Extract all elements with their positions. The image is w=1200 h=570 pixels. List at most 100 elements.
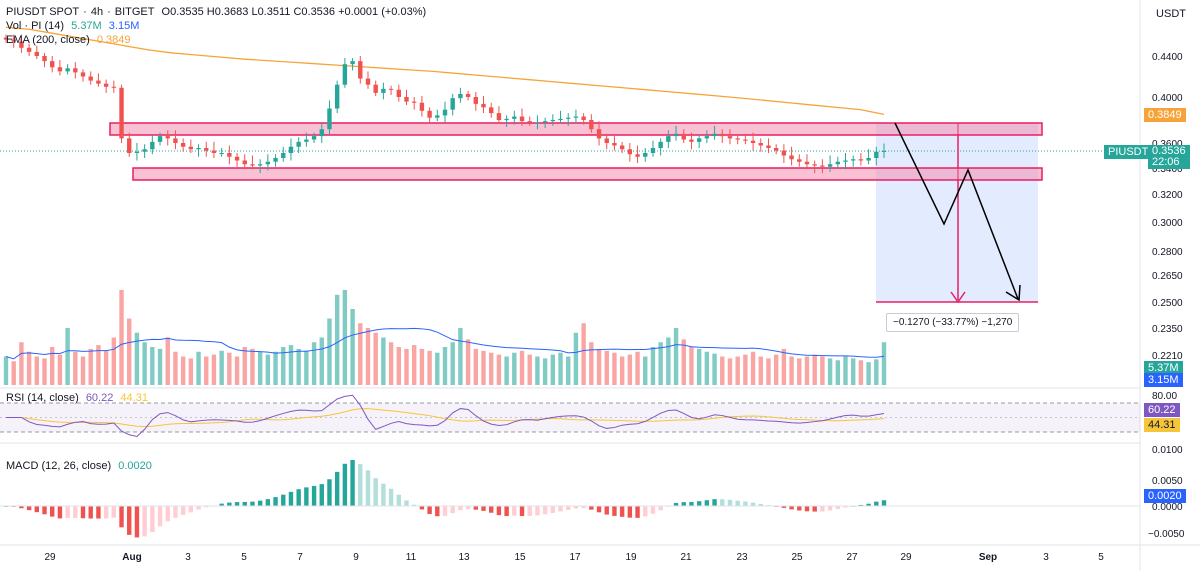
macd-bar — [127, 506, 132, 535]
volume-bar — [566, 356, 571, 385]
volume-bar — [658, 342, 663, 385]
price-badge-countdown: 22:06 — [1152, 156, 1180, 168]
macd-bar — [342, 463, 348, 506]
macd-bar — [227, 502, 232, 506]
candle-body — [681, 133, 686, 140]
interval[interactable]: 4h — [90, 6, 104, 18]
macd-bar — [396, 494, 401, 506]
macd-bar — [689, 502, 694, 506]
macd-bar — [758, 503, 763, 506]
candle-body — [57, 67, 63, 72]
measure-label[interactable]: −0.1270 (−33.77%) −1,270 — [886, 313, 1020, 332]
macd-bar — [827, 506, 833, 511]
price-tick: 0.2650 — [1152, 271, 1183, 282]
ohlc-values: O0.3535 H0.3683 L0.3511 C0.3536 +0.0001 … — [161, 6, 427, 18]
candle-body — [519, 116, 525, 122]
macd-bar — [88, 506, 93, 519]
volume-bar — [111, 337, 117, 385]
candle-body — [465, 93, 471, 97]
price-axis[interactable]: 0.4400 0.4000 0.3600 0.3400 0.3200 0.3000 0.28… — [1152, 52, 1183, 362]
macd-bar — [489, 506, 494, 513]
volume-bar — [458, 328, 463, 385]
time-tick: Aug — [122, 552, 141, 563]
volume-bar — [673, 328, 679, 385]
macd-tick-neg0050: −0.0050 — [1148, 529, 1185, 540]
candle-body — [850, 159, 856, 161]
volume-bar — [73, 351, 78, 385]
resistance-zone[interactable] — [109, 122, 1043, 136]
candle-body — [720, 133, 725, 137]
currency-label[interactable]: USDT — [1156, 8, 1186, 20]
volume-bar — [234, 356, 240, 385]
macd-bar — [797, 506, 802, 511]
macd-value: 0.0020 — [118, 460, 152, 472]
volume-bar — [535, 356, 540, 385]
macd-bar — [157, 506, 163, 527]
rsi-line — [6, 394, 885, 437]
candle-body — [442, 109, 448, 116]
macd-bar — [435, 506, 440, 517]
macd-bar — [242, 501, 247, 506]
macd-bar — [535, 506, 540, 516]
candle-body — [804, 161, 810, 165]
candle-body — [365, 78, 371, 85]
macd-bar — [26, 506, 32, 511]
macd-bar — [188, 506, 194, 513]
time-tick: 9 — [353, 552, 359, 563]
macd-bar — [874, 501, 879, 506]
candle-body — [281, 153, 286, 158]
symbol-name[interactable]: PIUSDT SPOT — [6, 6, 80, 18]
macd-legend[interactable]: MACD (12, 26, close) 0.0020 — [6, 460, 156, 473]
macd-tick-0100: 0.0100 — [1152, 445, 1183, 456]
macd-bar — [550, 506, 556, 513]
candle-body — [489, 107, 494, 114]
projection-box[interactable] — [876, 123, 1038, 302]
candle-body — [504, 118, 509, 120]
ema-label: EMA (200, close) — [6, 34, 90, 46]
volume-bar — [804, 356, 810, 385]
volume-bar — [650, 347, 656, 385]
time-axis[interactable]: 29 Aug 3 5 7 9 11 13 15 17 19 21 23 25 27 29 Sep 3 5 — [44, 552, 1104, 563]
macd-bar — [542, 506, 548, 515]
volume-bar — [204, 356, 209, 385]
volume-bar — [257, 351, 263, 385]
volume-ma-line — [5, 327, 885, 360]
rsi-ma-line — [6, 408, 885, 428]
price-tick: 0.3600 — [1152, 139, 1183, 150]
rsi-ma-badge: 44.31 — [1144, 418, 1180, 432]
ema-legend[interactable]: EMA (200, close) 0.3849 — [6, 34, 134, 47]
candle-body — [88, 76, 93, 81]
volume-bar — [435, 352, 440, 385]
rsi-label: RSI (14, close) — [6, 392, 79, 404]
macd-bar — [304, 487, 309, 506]
volume-bar — [419, 348, 425, 385]
price-tick: 0.4000 — [1152, 93, 1183, 104]
support-zone[interactable] — [132, 167, 1043, 181]
macd-bar — [720, 499, 725, 506]
macd-axis: 0.0100 0.0050 0.0000 −0.0050 — [1148, 445, 1185, 540]
volume-bar — [296, 348, 301, 385]
time-tick: 27 — [846, 552, 858, 563]
volume-bar — [227, 352, 232, 385]
macd-bar — [635, 506, 640, 518]
volume-bar — [773, 354, 779, 385]
price-tick: 0.2800 — [1152, 247, 1183, 258]
candle-body — [527, 121, 532, 123]
volume-bar — [766, 358, 771, 385]
volume-bar — [273, 351, 278, 385]
rsi-legend[interactable]: RSI (14, close) 60.22 44.31 — [6, 392, 152, 405]
rsi-badge: 60.22 — [1144, 403, 1180, 417]
volume-bar — [11, 361, 16, 385]
projection-path — [894, 122, 1019, 300]
macd-bar — [234, 502, 240, 506]
macd-bar — [319, 484, 324, 506]
volume-legend[interactable]: Vol · PI (14) 5.37M 3.15M — [6, 20, 143, 33]
volume-bar — [288, 345, 294, 385]
macd-badge: 0.0020 — [1144, 489, 1186, 503]
macd-bar — [496, 506, 502, 516]
candle-body — [704, 136, 710, 139]
volume-bar — [219, 350, 224, 385]
volume-bar — [26, 351, 32, 385]
candle-body — [481, 103, 486, 108]
